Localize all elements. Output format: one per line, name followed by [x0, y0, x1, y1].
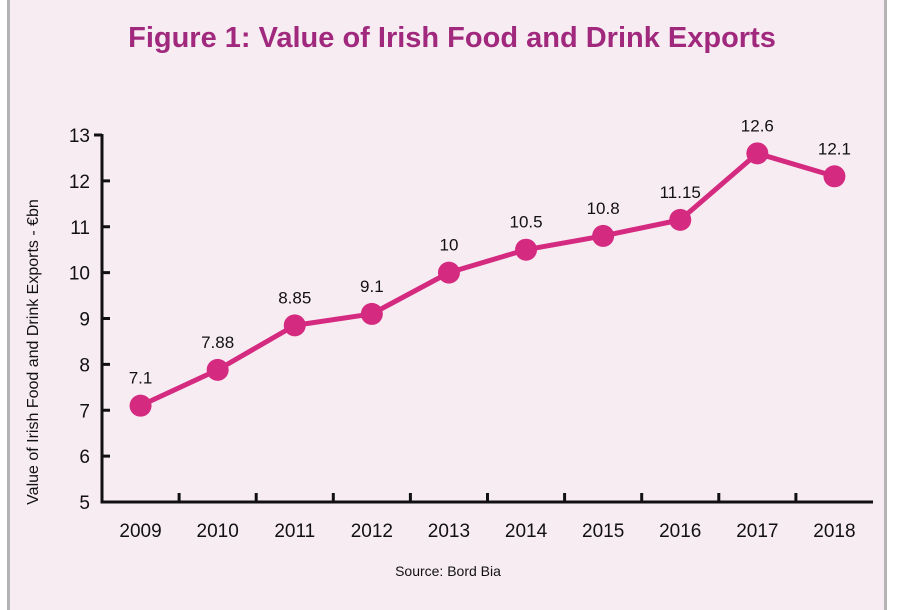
x-axis-ticks: 2009 2010 2011 2012 2013 2014 2015 2016 2017 2018 — [119, 493, 856, 542]
data-point — [592, 224, 615, 247]
y-axis-ticks: 5 6 7 8 9 10 11 12 13 — [69, 126, 110, 514]
data-label: 7.1 — [129, 369, 153, 388]
x-tick-label: 2012 — [351, 521, 393, 542]
data-label: 10.8 — [587, 199, 620, 218]
data-label: 9.1 — [360, 277, 384, 296]
y-tick-label: 8 — [79, 355, 90, 376]
x-tick-label: 2009 — [119, 521, 161, 542]
y-tick-label: 5 — [79, 493, 90, 514]
data-point — [437, 261, 460, 284]
x-tick-label: 2016 — [659, 521, 701, 542]
chart-title: Figure 1: Value of Irish Food and Drink … — [128, 22, 776, 54]
chart-panel — [7, 0, 887, 610]
source-note: Source: Bord Bia — [395, 563, 501, 579]
x-tick-label: 2017 — [736, 521, 778, 542]
data-label: 10 — [439, 236, 458, 255]
x-tick-label: 2010 — [197, 521, 239, 542]
x-tick-label: 2015 — [582, 521, 624, 542]
x-tick-label: 2014 — [505, 521, 548, 542]
data-point — [746, 142, 769, 165]
y-tick-label: 9 — [79, 310, 90, 331]
data-point — [823, 165, 846, 188]
data-point — [129, 394, 152, 417]
data-point — [206, 358, 229, 381]
series-line — [139, 150, 836, 408]
x-tick-label: 2013 — [428, 521, 470, 542]
data-point — [515, 238, 538, 261]
y-tick-label: 12 — [69, 172, 90, 193]
data-label: 10.5 — [510, 213, 543, 232]
y-tick-label: 13 — [69, 126, 90, 147]
y-tick-label: 10 — [69, 264, 90, 285]
y-axis-title: Value of Irish Food and Drink Exports - … — [25, 199, 42, 505]
data-label: 8.85 — [278, 288, 311, 307]
y-tick-label: 11 — [70, 218, 90, 239]
data-label: 11.15 — [660, 183, 701, 202]
data-label: 12.6 — [741, 116, 774, 135]
y-tick-label: 6 — [79, 447, 90, 468]
data-label: 12.1 — [818, 139, 851, 158]
data-point — [669, 208, 692, 231]
data-label: 7.88 — [201, 333, 234, 352]
data-point — [283, 314, 306, 337]
x-tick-label: 2018 — [813, 521, 855, 542]
data-point — [360, 302, 383, 325]
series-group: 7.1 7.88 8.85 9.1 10 10.5 10.8 11.15 12.6 12.1 — [129, 116, 851, 417]
y-tick-label: 7 — [79, 401, 90, 422]
x-tick-label: 2011 — [274, 521, 315, 542]
